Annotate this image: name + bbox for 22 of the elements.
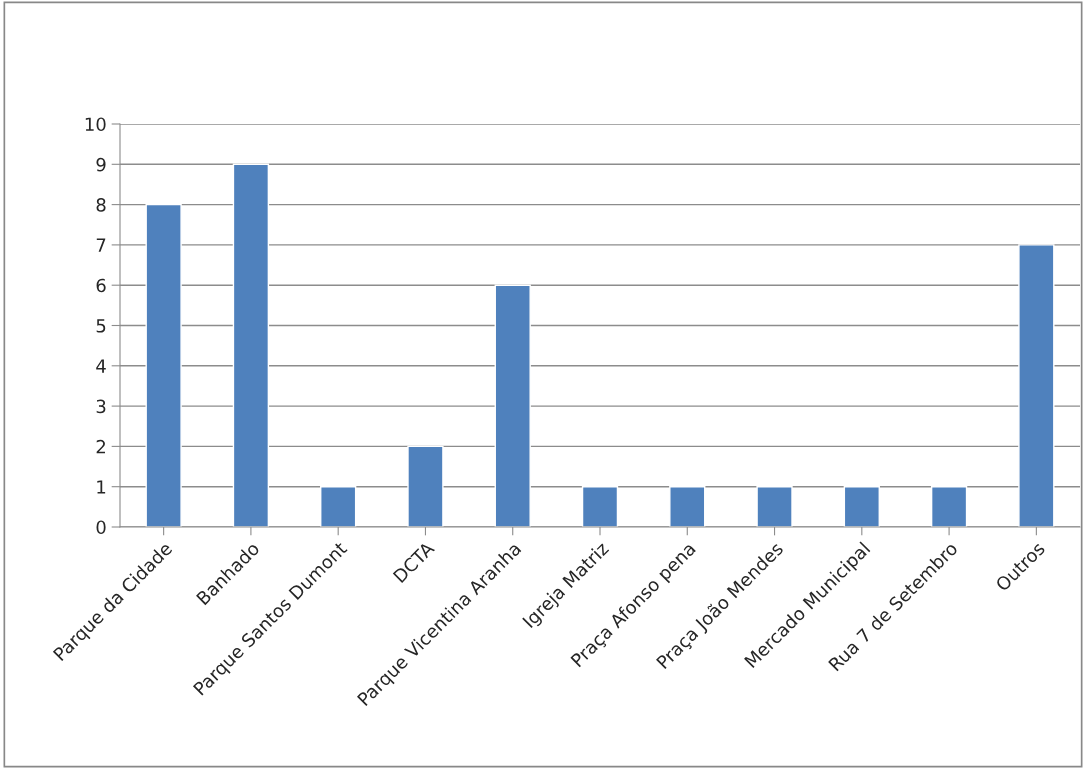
bar	[581, 486, 619, 527]
bar	[320, 486, 357, 527]
y-tick-label: 1	[97, 480, 106, 494]
bar	[756, 486, 793, 527]
bar	[145, 203, 182, 527]
bar	[494, 284, 531, 527]
y-tick-label: 4	[96, 359, 106, 373]
y-tick-label: 7	[96, 238, 106, 252]
bar	[930, 486, 968, 527]
bar	[669, 486, 706, 527]
bar	[407, 445, 444, 527]
y-tick-label: 8	[96, 198, 106, 212]
bar	[843, 486, 880, 527]
y-tick-label: 3	[96, 399, 106, 414]
y-tick-label: 2	[96, 439, 105, 454]
y-tick-label: 6	[96, 278, 106, 293]
y-tick-label: 5	[96, 319, 106, 333]
bar	[232, 163, 270, 527]
bar	[1018, 244, 1055, 527]
y-tick-label: 0	[96, 520, 106, 535]
y-tick-label: 9	[96, 157, 106, 172]
y-tick-label: 10	[85, 117, 106, 132]
